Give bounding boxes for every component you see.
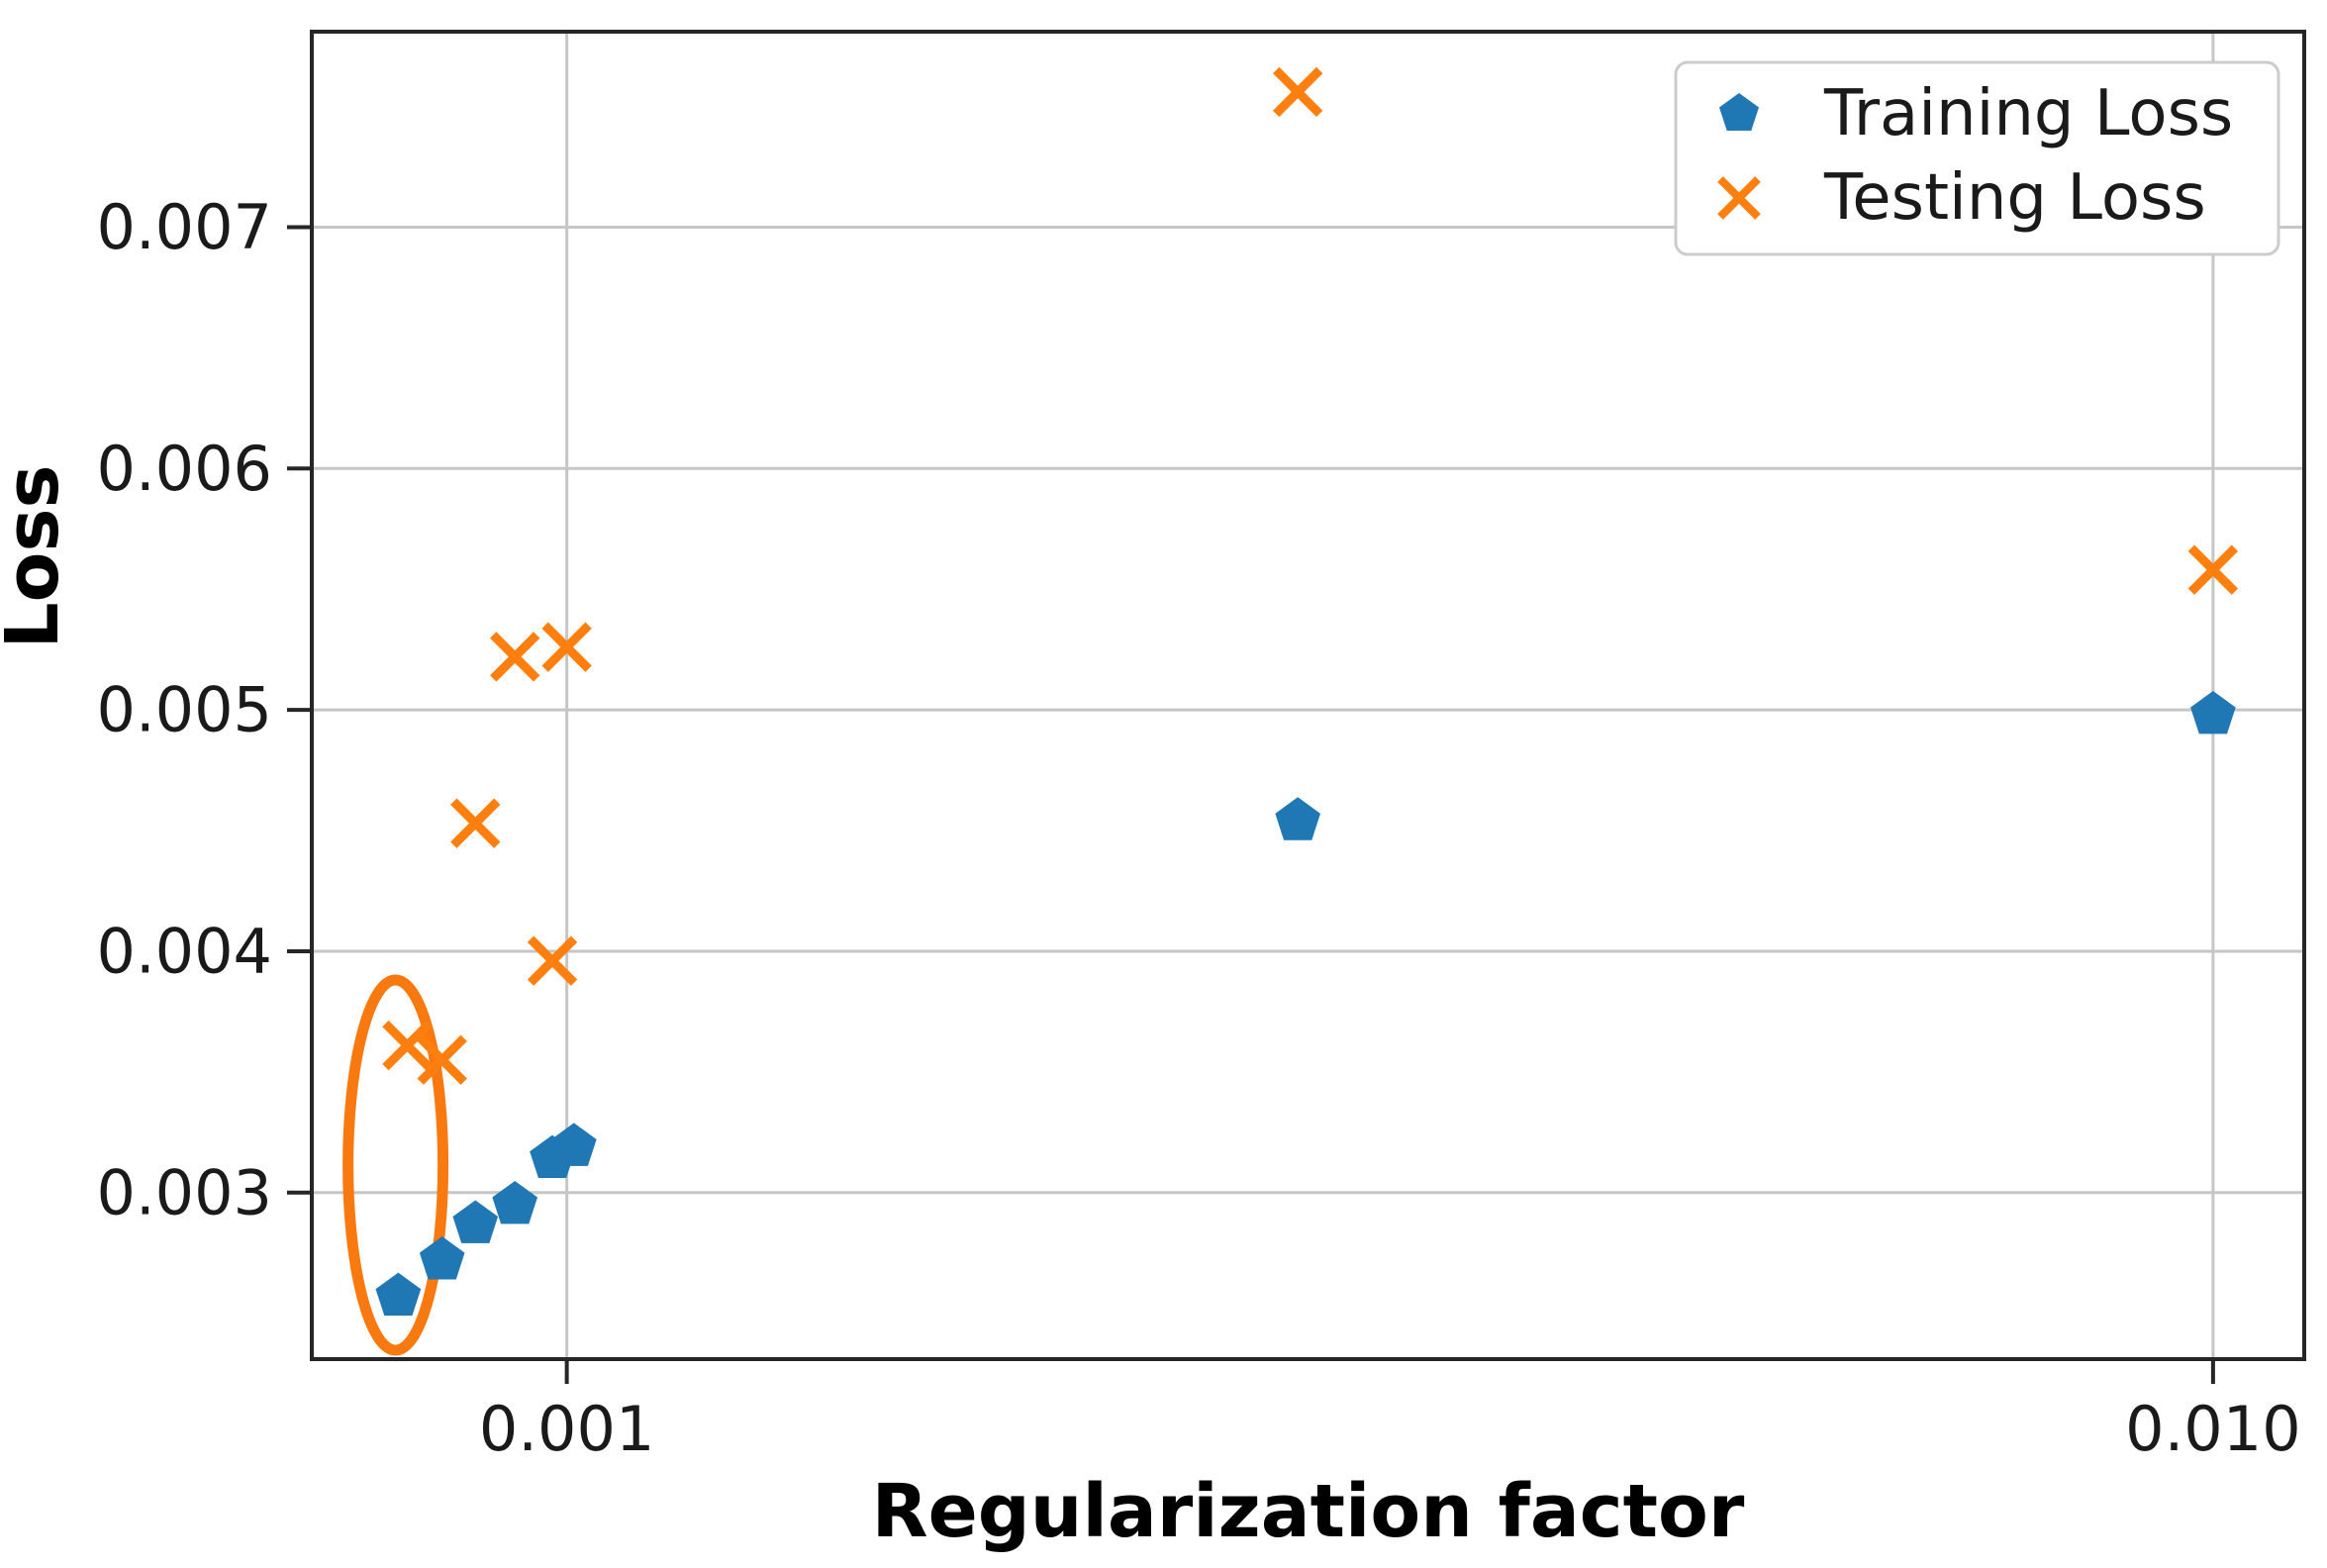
y-tick-label: 0.006 <box>97 433 273 505</box>
testing-loss-point <box>382 1020 433 1071</box>
legend-label-training-loss: Training Loss <box>1823 77 2233 150</box>
testing-loss-point <box>1273 66 1323 118</box>
testing-loss-point <box>541 622 592 672</box>
legend-box <box>1674 60 2280 256</box>
testing-loss-point <box>527 935 578 986</box>
training-loss-point <box>551 1123 597 1166</box>
training-loss-point <box>375 1272 422 1316</box>
training-loss-point <box>2190 691 2236 735</box>
series-training-loss <box>375 691 2236 1316</box>
legend: Training Loss Testing Loss <box>1674 60 2280 256</box>
tick-labels: 0.001 0.010 0.003 0.004 0.005 0.006 0.007 <box>97 191 2301 1465</box>
plot-border <box>310 30 2306 1361</box>
training-loss-point <box>452 1200 499 1243</box>
training-loss-point <box>1275 797 1320 840</box>
y-tick-label: 0.007 <box>97 191 273 263</box>
testing-loss-point <box>490 632 540 682</box>
axis-ticks <box>287 225 2215 1384</box>
series-testing-loss <box>382 66 2239 1085</box>
training-loss-point <box>492 1181 537 1225</box>
y-tick-label: 0.005 <box>97 674 273 746</box>
y-axis-label: Loss <box>0 464 75 648</box>
x-tick-label: 0.010 <box>2125 1393 2301 1465</box>
testing-loss-point <box>417 1034 467 1085</box>
legend-marker-testing-loss <box>1717 176 1761 220</box>
testing-loss-point <box>450 798 501 848</box>
y-tick-label: 0.004 <box>97 915 273 987</box>
y-tick-label: 0.003 <box>97 1156 273 1228</box>
x-tick-label: 0.001 <box>479 1393 655 1465</box>
legend-marker-training-loss <box>1719 93 1759 131</box>
x-axis-label: Regularization factor <box>872 1469 1745 1554</box>
annotation-ellipse <box>342 974 449 1356</box>
training-loss-point <box>419 1236 465 1280</box>
testing-loss-point <box>2187 544 2239 595</box>
legend-label-testing-loss: Testing Loss <box>1823 161 2206 235</box>
